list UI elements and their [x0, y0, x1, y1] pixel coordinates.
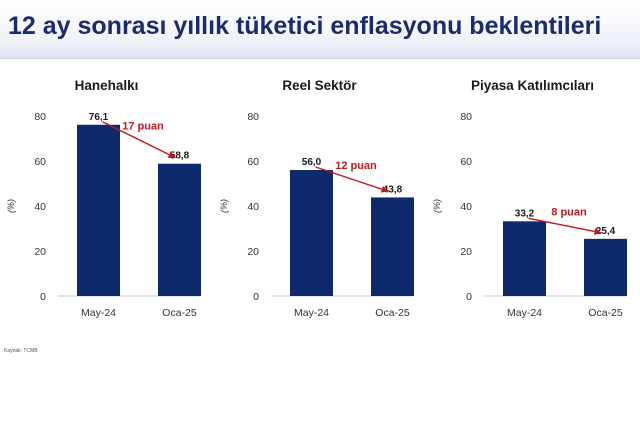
source-note: Kaynak: TCMB — [4, 348, 38, 354]
bar — [503, 221, 546, 296]
data-label: 76,1 — [89, 112, 109, 123]
y-tick-label: 20 — [247, 246, 259, 258]
x-tick-label: May-24 — [294, 307, 329, 319]
y-tick-label: 60 — [247, 156, 259, 168]
y-tick-label: 40 — [247, 201, 259, 213]
chart-title: Reel Sektör — [282, 78, 357, 93]
data-label: 33,2 — [515, 208, 535, 219]
change-annotation: 17 puan — [122, 121, 164, 133]
data-label: 58,8 — [170, 151, 190, 162]
arrow-line — [315, 166, 389, 193]
data-label: 56,0 — [302, 157, 322, 168]
chart-panel-hanehalki: Hanehalkı 0 20 40 60 80 (%) 76,1 May-24 58,8 Oca-… — [0, 60, 213, 330]
x-tick-label: May-24 — [507, 307, 542, 319]
bar-chart-piyasa-katilimcilari: 0 20 40 60 80 (%) 33,2 May-24 25,4 Oca-25 8 puan — [432, 111, 627, 319]
y-tick-label: 40 — [460, 201, 472, 213]
x-tick-label: May-24 — [81, 307, 116, 319]
chart-title: Piyasa Katılımcıları — [470, 78, 595, 93]
data-label: 25,4 — [596, 226, 616, 237]
chart-panel-reel-sektor: Reel Sektör 0 20 40 60 80 (%) 56,0 May-24 43,8 Oc… — [213, 60, 426, 330]
bar-chart-hanehalki: 0 20 40 60 80 (%) 76,1 May-24 58,8 Oca-25 17 puan — [6, 111, 201, 319]
y-tick-label: 80 — [460, 111, 472, 123]
data-label: 43,8 — [383, 184, 403, 195]
arrow-head — [380, 185, 389, 193]
y-tick-label: 0 — [40, 291, 46, 303]
y-axis-label: (%) — [6, 199, 16, 213]
y-tick-label: 80 — [34, 111, 46, 123]
bar-chart-reel-sektor: 0 20 40 60 80 (%) 56,0 May-24 43,8 Oca-25 12 puan — [219, 111, 414, 319]
y-tick-label: 60 — [34, 156, 46, 168]
change-annotation: 8 puan — [551, 207, 587, 219]
y-tick-label: 20 — [460, 246, 472, 258]
bar — [77, 124, 120, 297]
y-tick-label: 40 — [34, 201, 46, 213]
x-tick-label: Oca-25 — [588, 307, 623, 319]
y-tick-label: 20 — [34, 246, 46, 258]
y-tick-label: 0 — [253, 291, 259, 303]
bar — [584, 238, 627, 296]
slide-header: 12 ay sonrası yıllık tüketici enflasyonu… — [0, 0, 640, 59]
chart-panel-piyasa-katilimcilari: Piyasa Katılımcıları 0 20 40 60 80 (%) 33,2 May… — [426, 60, 639, 330]
arrow-line — [528, 217, 602, 234]
y-tick-label: 60 — [460, 156, 472, 168]
page-title: 12 ay sonrası yıllık tüketici enflasyonu… — [8, 12, 602, 40]
y-axis-label: (%) — [432, 199, 442, 213]
bar — [371, 197, 414, 296]
x-tick-label: Oca-25 — [162, 307, 197, 319]
arrow-head — [593, 228, 602, 235]
y-tick-label: 0 — [466, 291, 472, 303]
arrow-head — [167, 151, 176, 158]
bar — [158, 163, 201, 296]
chart-title: Hanehalkı — [74, 78, 139, 93]
x-tick-label: Oca-25 — [375, 307, 410, 319]
y-tick-label: 80 — [247, 111, 259, 123]
bar — [290, 170, 333, 296]
arrow-line — [102, 121, 176, 159]
change-annotation: 12 puan — [335, 160, 377, 172]
y-axis-label: (%) — [219, 199, 229, 213]
